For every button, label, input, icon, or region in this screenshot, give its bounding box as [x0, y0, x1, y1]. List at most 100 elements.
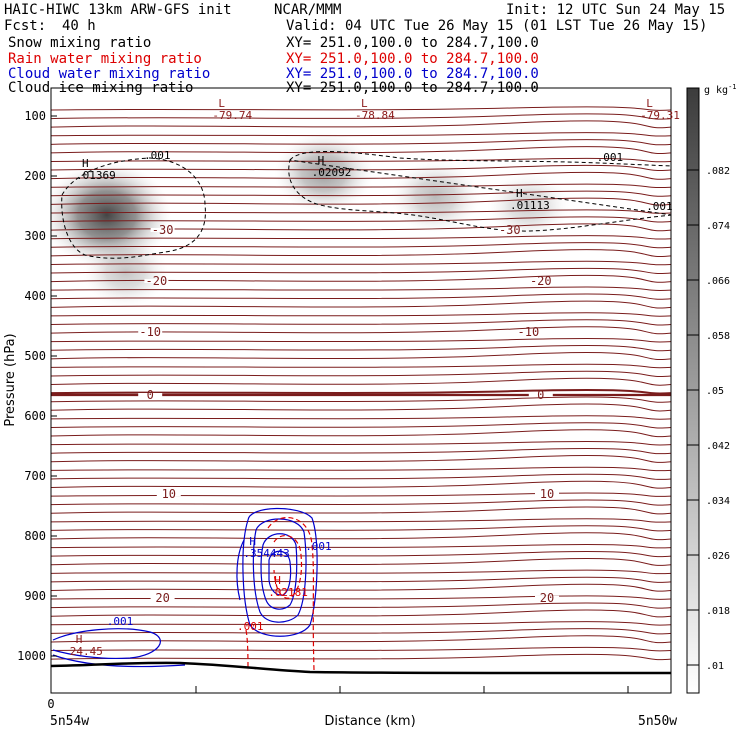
isotherm-label: -10: [518, 325, 540, 339]
extremum-mark: H: [249, 535, 256, 548]
y-tick-label: 600: [24, 409, 46, 423]
isotherm-line: [51, 267, 671, 275]
isotherm-line: [51, 583, 671, 592]
extremum-mark: H: [274, 574, 281, 587]
isotherm-line: [51, 345, 671, 352]
isotherm-line: [51, 242, 671, 249]
isotherm-label: 0: [147, 388, 154, 402]
colorbar-label: .018: [706, 606, 730, 617]
colorbar-unit: g kg-1: [704, 83, 737, 96]
y-tick-label: 800: [24, 529, 46, 543]
xy-cloud-water: XY= 251.0,100.0 to 284.7,100.0: [286, 66, 539, 82]
extremum-mark: L: [218, 97, 225, 110]
isotherm-line: [51, 171, 671, 180]
isotherm-line: [51, 113, 671, 120]
y-tick-label: 400: [24, 289, 46, 303]
isotherm-line: [51, 338, 671, 343]
y-tick-label: 1000: [17, 649, 46, 663]
valid-time: Valid: 04 UTC Tue 26 May 15 (01 LST Tue …: [286, 18, 708, 34]
isotherm-line: [51, 653, 671, 661]
isotherm-line: [51, 146, 671, 155]
colorbar: g kg-1 .01 .018 .026 .034 .042 .05 .058 .066 .07…: [686, 83, 737, 694]
isotherm-line: [51, 621, 671, 626]
extremum-value: 24.45: [70, 645, 103, 658]
isotherm-line: [51, 319, 671, 326]
isotherm-line: [51, 300, 671, 309]
x-start-label: 5n54w: [50, 714, 89, 729]
contour-label: .001: [144, 149, 171, 162]
colorbar-label: .042: [706, 441, 730, 452]
x-axis: [50, 686, 629, 693]
isotherm-line: [51, 370, 671, 377]
isotherm-label: -10: [139, 325, 161, 339]
isotherm-line: [51, 132, 671, 137]
extremum-value: .354443: [243, 547, 289, 560]
isotherm-line: [51, 595, 671, 600]
isotherm-line: [51, 260, 671, 266]
isotherm-line: [51, 466, 671, 472]
isotherm-label: 10: [540, 487, 554, 501]
extremum-value: .01369: [76, 169, 116, 182]
isotherm-line: [51, 106, 671, 111]
isotherm-line: [51, 532, 671, 541]
isotherm-line: [51, 235, 671, 240]
colorbar-label: .01: [706, 661, 724, 672]
isotherm-line: [51, 415, 671, 420]
extremum-value: .01113: [510, 199, 550, 212]
y-tick-label: 500: [24, 349, 46, 363]
y-tick-label: 700: [24, 469, 46, 483]
isotherm-label: -30: [499, 223, 521, 237]
isotherm-line: [51, 249, 671, 258]
isotherm-line: [51, 352, 671, 360]
isotherm-line: [51, 429, 671, 438]
isotherm-line: [51, 455, 671, 463]
isotherm-line: [51, 506, 671, 515]
extremum-value: -79.74: [212, 109, 252, 122]
colorbar-label: .074: [706, 221, 730, 232]
isotherm-line: [51, 543, 671, 549]
x-axis-title: Distance (km): [324, 714, 415, 729]
y-tick-label: 200: [24, 169, 46, 183]
isotherm-line: [51, 635, 671, 644]
isotherm-label: -20: [146, 274, 168, 288]
x-tick-zero: 0: [47, 697, 54, 711]
contour-label: .001: [305, 540, 332, 553]
contour-label: .001: [237, 620, 264, 633]
colorbar-label: .058: [706, 331, 730, 342]
y-axis-title: Pressure (hPa): [3, 333, 18, 426]
isotherm-line: [51, 326, 671, 335]
extremum-mark: H: [318, 154, 325, 167]
isotherm-line: [51, 557, 671, 566]
isotherm-label: 20: [540, 591, 554, 605]
y-tick-label: 900: [24, 589, 46, 603]
xy-snow: XY= 251.0,100.0 to 284.7,100.0: [286, 35, 539, 51]
isotherm-line: [51, 492, 671, 497]
extremum-value: -79.31: [640, 109, 680, 122]
contour-label: .001: [597, 151, 624, 164]
isotherm-line: [51, 312, 671, 317]
isotherm-line: [51, 209, 671, 214]
isotherm-line: [51, 286, 671, 292]
isotherm-line: [51, 440, 671, 446]
isotherm-line: [51, 602, 671, 609]
extremum-mark: L: [646, 97, 653, 110]
isotherm-label: 10: [162, 487, 176, 501]
isotherm-line: [51, 274, 671, 283]
isotherm-line: [51, 550, 671, 558]
extremum-mark: L: [361, 97, 368, 110]
isotherm-label: -30: [152, 223, 174, 237]
contour-label: .001: [107, 615, 134, 628]
snow-blob-3: [487, 172, 570, 240]
colorbar-label: .066: [706, 276, 730, 287]
isotherm-line: [51, 190, 671, 197]
isotherm-line: [51, 293, 671, 300]
extremum-mark: H: [516, 187, 523, 200]
contour-label: .001: [646, 200, 673, 213]
isotherm-line: [51, 499, 671, 506]
isotherm-line: [51, 396, 671, 403]
extremum-value: -78.84: [355, 109, 395, 122]
isotherm-line: [51, 609, 671, 618]
init-time: Init: 12 UTC Sun 24 May 15: [506, 2, 726, 18]
